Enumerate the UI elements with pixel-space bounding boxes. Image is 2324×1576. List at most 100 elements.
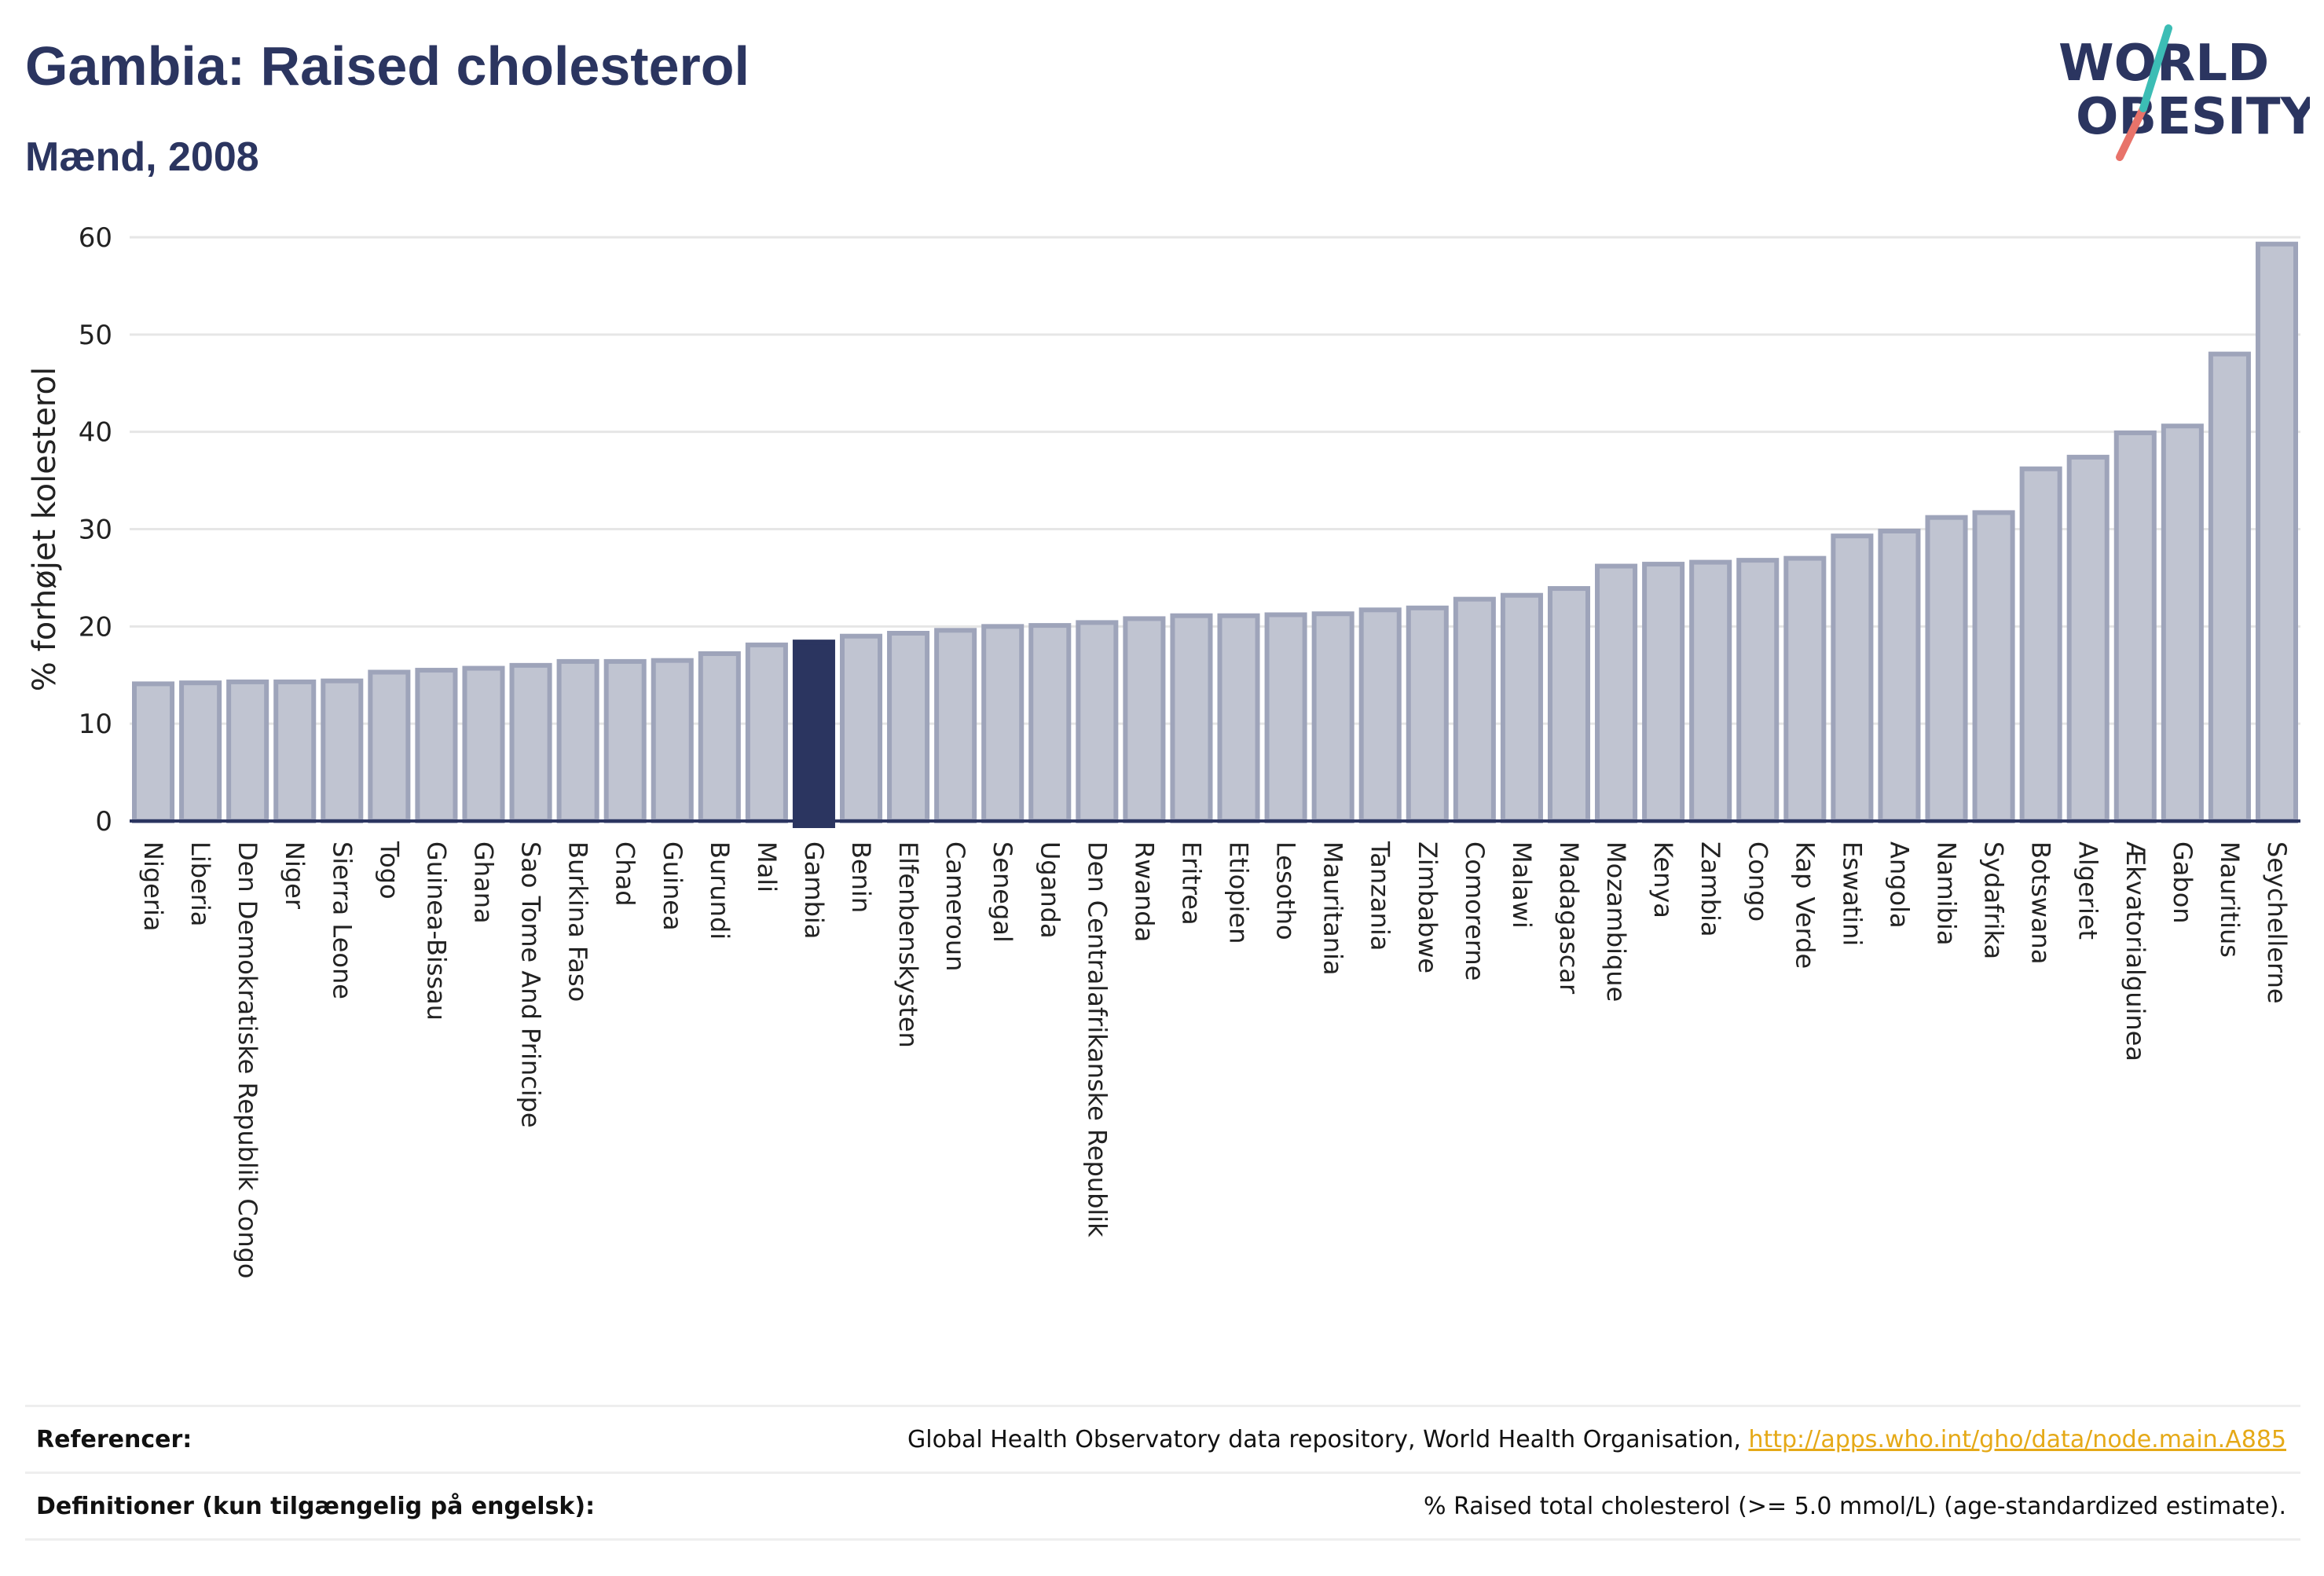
x-tick-label: Mauritania bbox=[1318, 841, 1348, 975]
bar bbox=[887, 631, 930, 823]
bar bbox=[1170, 613, 1213, 823]
bar bbox=[2255, 241, 2298, 823]
bar bbox=[1123, 616, 1166, 824]
bar bbox=[603, 658, 647, 823]
definitions-value: % Raised total cholesterol (>= 5.0 mmol/… bbox=[1424, 1492, 2286, 1520]
x-tick-label: Gabon bbox=[2168, 841, 2198, 924]
bar bbox=[651, 658, 694, 823]
bar bbox=[415, 668, 458, 824]
references-link[interactable]: http://apps.who.int/gho/data/node.main.A… bbox=[1748, 1425, 2286, 1453]
bar bbox=[1925, 515, 1968, 823]
bar bbox=[1736, 558, 1780, 823]
bar bbox=[1878, 528, 1921, 824]
references-table: Referencer: Global Health Observatory da… bbox=[25, 1405, 2300, 1541]
x-tick-label: Madagascar bbox=[1554, 841, 1584, 995]
x-tick-label: Comorerne bbox=[1460, 841, 1490, 980]
bar bbox=[1547, 586, 1591, 823]
y-tick-label: 0 bbox=[95, 806, 112, 837]
x-tick-label: Mauritius bbox=[2215, 841, 2245, 958]
bar bbox=[1217, 613, 1260, 823]
definitions-row: Definitioner (kun tilgængelig på engelsk… bbox=[25, 1472, 2300, 1541]
x-tick-label: Gambia bbox=[799, 841, 829, 939]
bar bbox=[1076, 620, 1119, 823]
bar bbox=[1028, 623, 1072, 823]
x-tick-label: Senegal bbox=[988, 841, 1017, 943]
bar bbox=[1264, 612, 1307, 823]
y-tick-label: 30 bbox=[79, 515, 112, 546]
bar bbox=[556, 658, 599, 823]
x-tick-label: Zambia bbox=[1695, 841, 1725, 937]
bar bbox=[745, 642, 788, 824]
bar bbox=[273, 679, 317, 823]
page-subtitle: Mænd, 2008 bbox=[25, 134, 259, 180]
x-tick-label: Benin bbox=[846, 841, 876, 913]
x-tick-label: Guinea-Bissau bbox=[421, 841, 451, 1021]
x-tick-label: Mozambique bbox=[1601, 841, 1631, 1002]
x-tick-label: Nigeria bbox=[138, 841, 168, 931]
bar bbox=[2019, 466, 2062, 823]
x-tick-label: Elfenbenskysten bbox=[893, 841, 923, 1048]
y-tick-label: 60 bbox=[79, 222, 112, 254]
x-tick-label: Burkina Faso bbox=[563, 841, 593, 1002]
bar bbox=[1500, 592, 1543, 823]
x-tick-label: Cameroun bbox=[940, 841, 970, 971]
bar bbox=[1453, 596, 1496, 823]
x-tick-label: Rwanda bbox=[1129, 841, 1159, 942]
bar bbox=[1972, 510, 2015, 823]
bar bbox=[1595, 563, 1638, 823]
bar bbox=[2113, 430, 2157, 824]
x-tick-label: Kenya bbox=[1648, 841, 1678, 918]
logo-slash-coral bbox=[2116, 104, 2147, 161]
bar bbox=[934, 628, 977, 824]
bar bbox=[1783, 555, 1827, 824]
x-tick-label: Guinea bbox=[658, 841, 687, 931]
x-tick-label: Algeriet bbox=[2073, 841, 2103, 940]
x-tick-label: Kap Verde bbox=[1790, 841, 1820, 969]
bar bbox=[2161, 423, 2204, 824]
x-tick-label: Sierra Leone bbox=[327, 841, 357, 999]
x-tick-label: Burundi bbox=[705, 841, 735, 940]
bar bbox=[2066, 454, 2110, 823]
x-tick-label: Ækvatorialguinea bbox=[2121, 841, 2150, 1061]
y-tick-label: 20 bbox=[79, 611, 112, 643]
x-tick-label: Niger bbox=[280, 841, 310, 910]
page-title: Gambia: Raised cholesterol bbox=[25, 35, 750, 97]
world-obesity-logo: WORLD OBESITY bbox=[2058, 24, 2310, 161]
logo-slash-teal bbox=[2139, 24, 2172, 112]
references-row: Referencer: Global Health Observatory da… bbox=[25, 1405, 2300, 1472]
x-tick-label: Uganda bbox=[1035, 841, 1065, 939]
bar bbox=[1689, 559, 1732, 823]
x-tick-label: Ghana bbox=[468, 841, 498, 924]
bar bbox=[981, 624, 1025, 823]
x-tick-label: Liberia bbox=[185, 841, 215, 926]
bar bbox=[2208, 351, 2251, 824]
x-tick-label: Sao Tome And Principe bbox=[516, 841, 546, 1128]
bar bbox=[1358, 607, 1402, 823]
x-tick-label: Lesotho bbox=[1271, 841, 1301, 940]
bar bbox=[509, 662, 552, 823]
logo-line-2: OBESITY bbox=[2076, 88, 2310, 146]
references-value: Global Health Observatory data repositor… bbox=[907, 1426, 2300, 1453]
bar bbox=[1311, 611, 1354, 823]
bar bbox=[462, 665, 505, 823]
x-tick-label: Malawi bbox=[1507, 841, 1537, 929]
y-tick-label: 10 bbox=[79, 709, 112, 740]
x-tick-label: Botswana bbox=[2026, 841, 2056, 964]
bar bbox=[368, 669, 411, 823]
references-label: Referencer: bbox=[36, 1425, 192, 1453]
x-tick-label: Den Centralafrikanske Republik bbox=[1082, 841, 1112, 1237]
x-tick-label: Eritrea bbox=[1176, 841, 1206, 925]
y-tick-label: 50 bbox=[79, 320, 112, 351]
bar bbox=[1831, 533, 1874, 823]
y-axis-label: % forhøjet kolesterol bbox=[27, 367, 63, 691]
x-tick-label: Angola bbox=[1884, 841, 1914, 929]
bar bbox=[321, 678, 364, 823]
bar bbox=[226, 679, 269, 823]
bar bbox=[839, 633, 883, 824]
x-tick-label: Seychellerne bbox=[2262, 841, 2292, 1004]
x-tick-label: Etiopien bbox=[1224, 841, 1254, 944]
x-tick-label: Chad bbox=[610, 841, 640, 907]
x-tick-label: Eswatini bbox=[1837, 841, 1867, 946]
bar bbox=[1406, 605, 1449, 823]
x-tick-label: Mali bbox=[752, 841, 782, 892]
